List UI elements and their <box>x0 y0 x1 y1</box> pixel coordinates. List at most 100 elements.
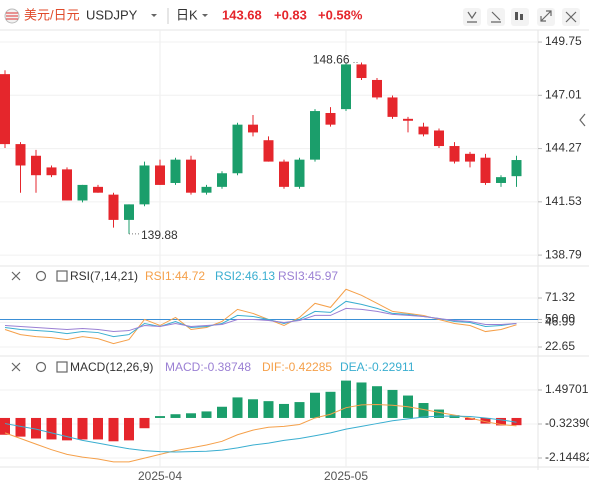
candle-body <box>310 111 320 160</box>
histogram-bar <box>387 389 398 418</box>
histogram-bar <box>155 416 165 418</box>
histogram-bar <box>217 406 227 418</box>
x-tick-label: 2025-04 <box>138 469 182 483</box>
period[interactable]: 日K <box>176 7 198 22</box>
histogram-bar <box>511 417 522 426</box>
candle-body <box>108 194 119 220</box>
candle-body <box>124 204 134 220</box>
indicator-line <box>4 415 517 453</box>
tool-icon <box>467 11 477 23</box>
histogram-bar <box>279 403 289 418</box>
histogram-bar <box>0 417 10 435</box>
histogram-bar <box>93 417 103 440</box>
y-tick-label: 1.49701 <box>545 382 589 396</box>
candle-body <box>418 126 429 135</box>
candle-body <box>480 157 491 183</box>
settings-icon[interactable] <box>35 270 47 282</box>
y-tick-label: 71.32 <box>545 290 575 304</box>
rsi-title: RSI(7,14,21) <box>70 269 138 283</box>
y-tick-label: 149.75 <box>545 34 582 48</box>
candle-body <box>325 112 336 125</box>
candle-body <box>434 130 444 147</box>
y-tick-label: -0.32390 <box>545 416 589 430</box>
histogram-bar <box>186 413 196 418</box>
close-icon[interactable] <box>11 362 21 372</box>
change-pct: +0.58% <box>318 7 363 22</box>
candle-body <box>201 186 212 193</box>
expand-icon[interactable] <box>56 270 68 282</box>
y-tick-label: 50.00 <box>545 312 575 326</box>
pair-name[interactable]: 美元/日元 <box>24 7 80 22</box>
settings-icon[interactable] <box>35 361 47 373</box>
histogram-bar <box>310 392 320 418</box>
candle-body <box>341 64 351 110</box>
histogram-bar <box>232 397 243 418</box>
legend-entry: RSI3:45.97 <box>278 269 338 283</box>
tool-button[interactable] <box>487 8 505 26</box>
symbol[interactable]: USDJPY <box>86 7 138 22</box>
y-tick-label: 22.65 <box>545 339 575 353</box>
macd-title: MACD(12,26,9) <box>70 360 153 374</box>
histogram-bar <box>124 417 134 441</box>
candle-body <box>93 186 103 193</box>
candle-body <box>0 74 10 145</box>
low-label: 139.88 <box>141 228 178 242</box>
candle-body <box>186 159 196 193</box>
legend-entry: RSI2:46.13 <box>215 269 275 283</box>
y-tick-label: 46.99 <box>545 315 575 329</box>
histogram-bar <box>496 417 506 426</box>
candle-body <box>15 144 26 166</box>
candle-body <box>279 161 289 187</box>
histogram-bar <box>372 386 382 418</box>
y-tick-label: -2.14482 <box>545 450 589 464</box>
rsi-tools <box>11 270 68 282</box>
dropdown-arrow[interactable] <box>151 14 157 17</box>
macd-tools <box>11 361 68 373</box>
histogram-bar <box>108 417 119 442</box>
histogram-bar <box>15 417 26 437</box>
candle-body <box>31 155 41 176</box>
histogram-bar <box>465 417 475 420</box>
toolbar <box>463 8 580 26</box>
histogram-bar <box>294 402 305 418</box>
legend-entry: DIF:-0.42285 <box>262 360 332 374</box>
legend-entry: DEA:-0.22911 <box>340 360 415 374</box>
change: +0.83 <box>274 7 307 22</box>
high-label: 148.66 <box>313 53 350 67</box>
dropdown-arrow[interactable] <box>202 14 208 17</box>
candle-body <box>46 167 57 176</box>
y-tick-label: 138.79 <box>545 247 582 261</box>
candle-body <box>232 124 243 174</box>
histogram-bar <box>77 417 88 440</box>
candle-body <box>372 79 382 98</box>
legend-entry: MACD:-0.38748 <box>165 360 251 374</box>
flag-stripes <box>6 12 18 20</box>
histogram-bar <box>341 380 351 418</box>
indicator-line <box>4 307 517 333</box>
legend-entry: RSI1:44.72 <box>145 269 205 283</box>
histogram-bar <box>62 417 72 441</box>
candle-body <box>139 165 150 205</box>
expand-icon[interactable] <box>56 361 68 373</box>
candle-body <box>77 184 88 201</box>
candle-body <box>465 153 475 162</box>
collapse-arrow[interactable] <box>579 113 586 127</box>
candle-body <box>403 118 413 121</box>
histogram-bar <box>263 401 274 418</box>
histogram-bar <box>480 417 491 424</box>
candle-body <box>248 124 258 133</box>
indicator-line <box>4 404 517 463</box>
candle-body <box>294 159 305 187</box>
candle-body <box>263 140 274 162</box>
histogram-bar <box>434 409 444 418</box>
candle-body <box>449 146 460 162</box>
histogram-bar <box>325 391 336 418</box>
candle-body <box>217 173 227 187</box>
histogram-bar <box>248 399 258 418</box>
y-tick-label: 141.53 <box>545 194 582 208</box>
candle-body <box>511 160 522 177</box>
histogram-bar <box>356 382 367 418</box>
close-icon[interactable] <box>11 271 21 281</box>
histogram-bar <box>139 417 150 429</box>
